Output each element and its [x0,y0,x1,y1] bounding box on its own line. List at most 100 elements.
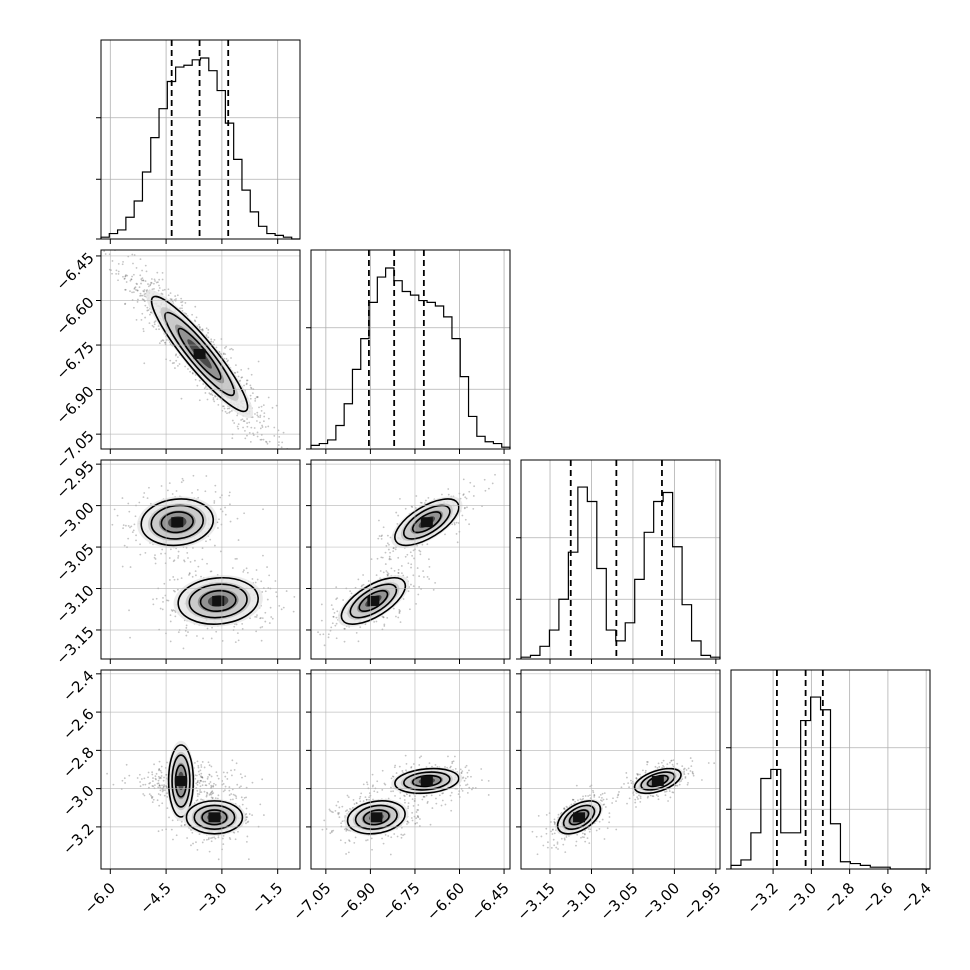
sample-point [155,328,158,331]
sample-point [338,806,341,809]
sample-point [403,795,406,798]
sample-point [406,820,409,823]
sample-point [197,779,199,782]
sample-point [400,565,403,567]
sample-point [411,554,414,557]
sample-point [417,815,419,818]
sample-point [173,362,175,364]
sample-point [388,555,391,558]
sample-point [195,774,198,777]
sample-point [206,792,209,795]
sample-point [359,800,362,803]
sample-point [644,771,647,774]
sample-point [400,826,403,829]
sample-point [153,763,155,766]
y-tick-label: −3.05 [52,540,97,585]
sample-point [211,792,214,795]
sample-point [116,514,119,517]
sample-point [277,444,280,446]
sample-point [259,626,262,629]
sample-point [617,794,619,797]
sample-point [404,801,406,804]
sample-point [243,420,246,422]
sample-point [249,394,252,397]
sample-point [337,812,339,814]
sample-point [427,496,430,499]
sample-point [455,521,458,524]
sample-point [233,769,236,771]
sample-point [384,563,387,565]
sample-point [152,798,155,801]
sample-point [344,627,346,630]
sample-point [219,496,222,499]
sample-point [208,392,211,395]
sample-point [162,600,164,603]
sample-point [201,547,204,549]
sample-point [169,614,172,617]
sample-point [546,846,549,849]
sample-point [468,523,471,526]
sample-point [662,764,664,767]
sample-point [575,844,577,847]
sample-point [397,568,400,571]
sample-point [206,791,208,794]
sample-point [263,412,266,415]
sample-point [464,518,467,521]
sample-point [692,772,695,775]
sample-point [450,765,452,768]
sample-point [121,497,124,499]
contour-line [140,498,215,547]
sample-point [336,597,339,600]
y-tick-label: −3.2 [59,820,97,858]
sample-point [228,794,231,796]
sample-point [426,800,429,803]
sample-point [416,821,418,824]
sample-point [257,360,260,363]
sample-point [707,762,710,764]
sample-point [323,819,326,822]
sample-point [208,774,211,776]
sample-point [579,798,582,801]
sample-point [674,784,677,787]
sample-point [186,552,189,554]
sample-point [121,247,123,249]
sample-point [144,783,147,786]
sample-point [339,839,342,842]
sample-point [260,580,263,583]
sample-point [226,407,229,410]
sample-point [180,297,183,300]
sample-point [135,539,137,542]
sample-point [140,278,143,281]
sample-point [353,803,356,805]
sample-point [563,807,565,810]
sample-point [214,395,217,398]
sample-point [213,400,216,403]
sample-point [161,271,164,274]
sample-point [162,339,165,342]
sample-point [158,777,161,780]
sample-point [366,783,369,786]
sample-point [140,294,143,297]
sample-point [349,807,351,810]
sample-point [112,783,115,786]
sample-point [124,288,127,291]
sample-point [183,824,186,826]
sample-point [196,795,199,798]
sample-point [161,293,164,296]
sample-point [146,309,149,312]
sample-point [399,610,401,612]
sample-point [185,627,188,629]
sample-point [184,629,187,632]
sample-point [200,766,203,768]
scatter-panel-0-1 [100,247,301,450]
sample-point [200,772,203,775]
sample-point [428,578,431,580]
sample-point [135,267,138,269]
sample-point [146,306,149,309]
sample-point [683,770,685,773]
sample-point [174,367,176,369]
sample-point [459,768,462,771]
sample-point [228,411,231,414]
sample-point [462,494,465,496]
sample-point [151,324,154,327]
